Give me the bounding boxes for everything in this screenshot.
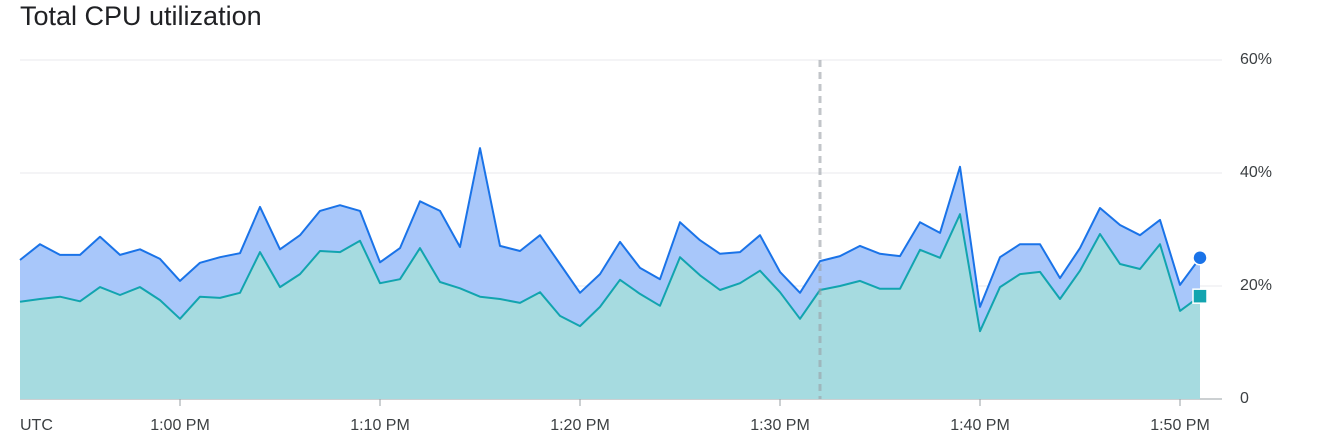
y-tick-label: 60% [1240,51,1272,68]
x-tick-label: 1:40 PM [950,417,1010,434]
line [19,147,1201,308]
y-tick-label: 0 [1240,390,1249,407]
x-tick-label: 1:10 PM [350,417,410,434]
x-tick-label: 1:20 PM [550,417,610,434]
x-tick-label: 1:00 PM [150,417,210,434]
end-marker [1192,288,1208,304]
y-tick-label: 20% [1240,277,1272,294]
end-marker [1192,250,1208,266]
x-axis-label: UTC [20,417,53,434]
area [20,214,1200,399]
x-tick-label: 1:30 PM [750,417,810,434]
chart-title: Total CPU utilization [20,1,262,31]
y-tick-label: 40% [1240,164,1272,181]
x-tick-label: 1:50 PM [1150,417,1210,434]
line [19,213,1201,333]
